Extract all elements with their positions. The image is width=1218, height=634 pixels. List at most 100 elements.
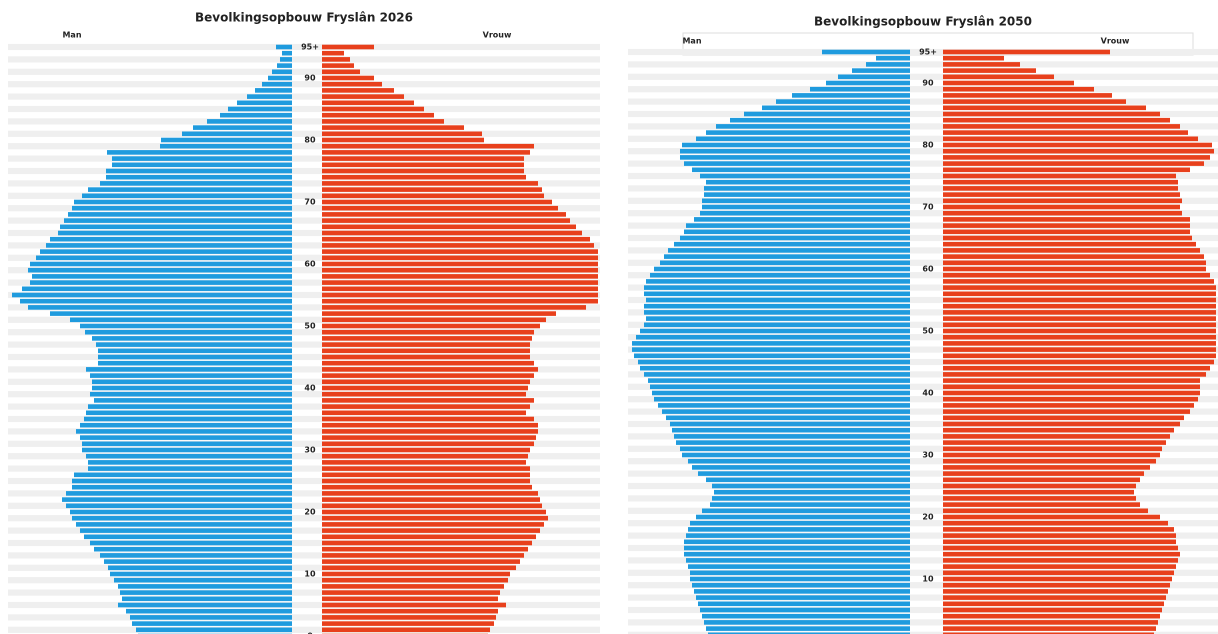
row-stripe: [628, 61, 1218, 68]
bar-male: [662, 409, 910, 414]
bar-male: [82, 193, 292, 199]
row-stripe: [628, 470, 1218, 477]
bar-male: [86, 367, 292, 372]
bar-male: [866, 62, 910, 67]
bar-male: [710, 502, 910, 507]
bar-male: [632, 347, 910, 352]
bar-female: [322, 596, 498, 602]
bar-female: [322, 336, 532, 341]
row-stripe: [628, 433, 1218, 440]
row-stripe: [8, 329, 600, 336]
bar-female: [943, 607, 1162, 613]
bar-female: [322, 112, 434, 118]
row-stripe: [628, 272, 1218, 279]
bar-female: [322, 546, 528, 552]
bar-male: [70, 509, 292, 515]
row-stripe: [8, 56, 600, 63]
bar-male: [686, 533, 910, 538]
row-stripe: [628, 358, 1218, 366]
bar-male: [684, 551, 910, 557]
bar-male: [680, 235, 910, 241]
bar-female: [943, 316, 1216, 321]
bar-male: [664, 254, 910, 259]
row-stripe: [628, 582, 1218, 589]
bar-male: [12, 292, 292, 298]
bar-female: [943, 390, 1200, 396]
bar-male: [700, 210, 910, 216]
bar-female: [322, 243, 594, 248]
bar-female: [322, 311, 556, 316]
row-stripe: [628, 210, 1218, 217]
row-stripe: [628, 507, 1218, 514]
row-stripe: [8, 267, 600, 274]
row-stripe: [8, 515, 600, 522]
bar-male: [654, 396, 910, 402]
bar-male: [826, 80, 910, 86]
row-stripe: [628, 482, 1218, 490]
bar-female: [943, 533, 1176, 538]
bar-male: [262, 81, 292, 87]
bar-female: [322, 131, 482, 137]
bar-female: [943, 409, 1190, 414]
bar-male: [94, 546, 292, 552]
bar-female: [322, 435, 536, 440]
bar-female: [322, 100, 414, 106]
bar-female: [322, 50, 344, 56]
bar-male: [30, 280, 292, 285]
bar-female: [943, 589, 1168, 594]
row-stripe: [628, 296, 1218, 304]
bar-female: [943, 229, 1190, 235]
legend-label: Vrouw: [483, 31, 512, 40]
bar-female: [943, 93, 1112, 98]
bar-female: [322, 484, 532, 490]
row-stripe: [628, 284, 1218, 291]
bar-female: [943, 217, 1190, 222]
row-stripe: [628, 309, 1218, 316]
bar-female: [943, 248, 1200, 253]
bar-male: [690, 520, 910, 526]
bar-male: [666, 415, 910, 421]
bar-female: [943, 403, 1194, 408]
age-label: 95+: [301, 43, 319, 52]
bar-male: [92, 379, 292, 385]
bar-female: [943, 117, 1170, 123]
bar-male: [708, 632, 910, 634]
bar-male: [680, 148, 910, 154]
bar-male: [644, 310, 910, 315]
row-stripe: [628, 48, 1218, 56]
bar-female: [943, 477, 1140, 483]
bar-male: [82, 441, 292, 447]
bar-male: [680, 446, 910, 452]
bar-female: [322, 119, 444, 124]
bar-male: [686, 223, 910, 228]
bar-female: [322, 584, 504, 589]
bar-female: [322, 621, 494, 626]
row-stripe: [8, 415, 600, 423]
bar-male: [66, 503, 292, 509]
bar-male: [674, 241, 910, 247]
bar-female: [943, 489, 1134, 495]
bar-male: [684, 229, 910, 235]
row-stripe: [628, 495, 1218, 502]
row-stripe: [8, 229, 600, 237]
bar-male: [84, 534, 292, 540]
row-stripe: [8, 601, 600, 609]
bar-female: [322, 137, 484, 143]
bar-female: [943, 260, 1206, 266]
bar-male: [74, 472, 292, 478]
bar-female: [943, 49, 1110, 55]
bar-female: [943, 161, 1204, 166]
row-stripe: [8, 118, 600, 125]
age-label: 80: [304, 136, 316, 145]
bar-male: [644, 285, 910, 290]
bar-female: [322, 199, 552, 205]
bar-female: [322, 57, 350, 62]
bar-female: [943, 595, 1166, 600]
bar-female: [322, 559, 520, 564]
bar-female: [322, 88, 394, 93]
row-stripe: [628, 408, 1218, 415]
bar-male: [636, 334, 910, 340]
row-stripe: [8, 130, 600, 137]
bar-male: [698, 471, 910, 476]
bar-female: [943, 421, 1180, 427]
